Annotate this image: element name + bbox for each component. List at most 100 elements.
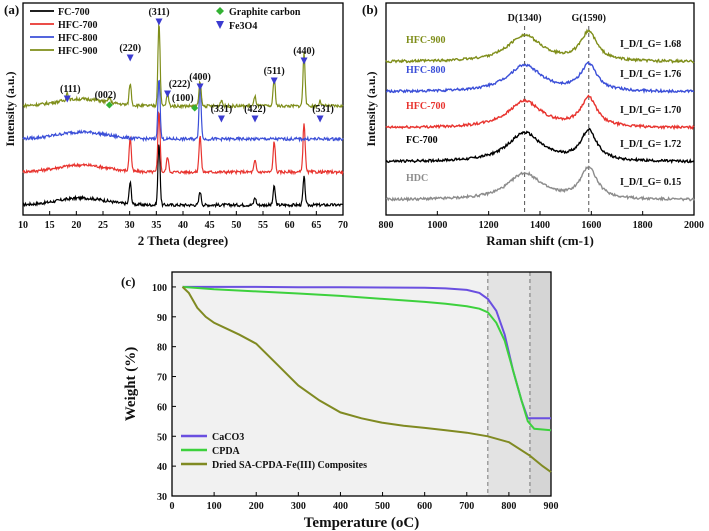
xrd-peak-label: (400) (189, 72, 211, 83)
tga-plot-frame (171, 271, 552, 497)
raman-ratio-label: I_D/I_G= 1.70 (620, 105, 681, 116)
raman-ratio-label: I_D/I_G= 1.72 (620, 139, 681, 150)
panel-c-label: (c) (121, 274, 135, 289)
raman-x-tick-label: 1200 (479, 220, 499, 231)
raman-x-axis-title: Raman shift (cm-1) (486, 233, 594, 248)
xrd-x-tick-label: 35 (151, 220, 161, 231)
xrd-series-line-hfc-900 (22, 23, 344, 110)
tga-y-tick-label: 60 (157, 402, 167, 413)
xrd-marker-legend-label: Graphite carbon (229, 7, 301, 18)
xrd-legend-label: HFC-900 (58, 46, 97, 57)
xrd-x-tick-label: 65 (311, 220, 321, 231)
raman-x-tick-label: 1800 (633, 220, 653, 231)
raman-series-label: HFC-800 (406, 65, 445, 76)
xrd-x-tick-label: 25 (98, 220, 108, 231)
tga-y-tick-label: 40 (157, 462, 167, 473)
xrd-x-axis-title: 2 Theta (degree) (138, 233, 229, 248)
tga-y-tick-label: 80 (157, 343, 167, 354)
raman-band-label: D(1340) (508, 13, 542, 24)
xrd-peak-label: (002) (95, 90, 117, 101)
panel-a-label: (a) (4, 2, 19, 17)
graphite-legend-icon (216, 7, 224, 15)
fe3o4-marker-icon (63, 95, 71, 103)
fe3o4-marker-icon (270, 77, 278, 85)
xrd-peak-label: (100) (172, 93, 194, 104)
tga-y-tick-label: 30 (157, 492, 167, 503)
xrd-peak-label: (311) (148, 7, 169, 18)
xrd-y-axis-title: Intensity (a.u.) (3, 71, 17, 146)
raman-ratio-label: I_D/I_G= 0.15 (620, 177, 681, 188)
raman-x-tick-label: 800 (379, 220, 394, 231)
xrd-x-tick-label: 30 (125, 220, 135, 231)
fe3o4-marker-icon (251, 115, 259, 123)
raman-series-label: HDC (406, 173, 428, 184)
tga-y-tick-label: 90 (157, 313, 167, 324)
raman-series-line-hfc-800 (385, 61, 695, 94)
tga-series-line-1 (182, 285, 552, 432)
tga-legend-label: CaCO3 (212, 432, 244, 443)
xrd-x-tick-label: 45 (205, 220, 215, 231)
fe3o4-marker-icon (155, 18, 163, 26)
tga-x-tick-label: 100 (207, 501, 222, 512)
raman-series-line-hfc-700 (385, 94, 695, 131)
tga-x-tick-label: 400 (333, 501, 348, 512)
tga-background-region (172, 272, 488, 496)
xrd-peak-label: (440) (293, 46, 315, 57)
xrd-x-tick-label: 10 (18, 220, 28, 231)
xrd-peak-label: (531) (312, 104, 334, 115)
raman-ratio-label: I_D/I_G= 1.68 (620, 39, 681, 50)
raman-ratio-label: I_D/I_G= 1.76 (620, 69, 681, 80)
tga-legend-label: Dried SA-CPDA-Fe(III) Composites (212, 460, 367, 471)
xrd-x-tick-label: 55 (258, 220, 268, 231)
xrd-x-tick-label: 70 (338, 220, 348, 231)
tga-x-tick-label: 900 (544, 501, 559, 512)
xrd-legend-label: HFC-700 (58, 20, 97, 31)
raman-series-label: FC-700 (406, 135, 438, 146)
xrd-series-line-hfc-800 (22, 79, 344, 143)
raman-series-line-hdc (385, 165, 695, 203)
raman-x-tick-label: 1600 (581, 220, 601, 231)
fe3o4-marker-icon (196, 83, 204, 91)
raman-band-label: G(1590) (572, 13, 606, 24)
xrd-x-tick-label: 20 (71, 220, 81, 231)
panel-b-label: (b) (362, 2, 378, 17)
tga-x-tick-label: 500 (375, 501, 390, 512)
tga-x-tick-label: 0 (170, 501, 175, 512)
raman-series-label: HFC-900 (406, 35, 445, 46)
xrd-peak-label: (511) (264, 66, 285, 77)
panel-a-xrd-chart: 10 15 20 25 30 35 40 45 50 55 60 65 70 2 Theta (degre… (3, 2, 348, 248)
graphite-marker-icon (105, 101, 113, 109)
xrd-x-tick-label: 50 (231, 220, 241, 231)
raman-series-label: HFC-700 (406, 101, 445, 112)
tga-x-tick-label: 800 (501, 501, 516, 512)
xrd-peak-label: (331) (211, 104, 233, 115)
xrd-x-tick-label: 40 (178, 220, 188, 231)
tga-x-tick-label: 300 (291, 501, 306, 512)
xrd-legend-label: FC-700 (58, 7, 90, 18)
raman-x-tick-label: 1400 (530, 220, 550, 231)
xrd-peak-label: (111) (60, 84, 81, 95)
tga-series-line-2 (181, 286, 552, 473)
tga-x-axis-title: Temperature (oC) (304, 515, 419, 531)
xrd-peak-label: (222) (169, 79, 191, 90)
xrd-series-line-fc-700 (22, 144, 344, 209)
panel-c-tga-chart: 0 100 200 300 400 500 600 700 800 900 30 40 50 60 70 80… (123, 271, 559, 531)
raman-x-tick-label: 1000 (427, 220, 447, 231)
xrd-series-line-hfc-700 (22, 110, 344, 176)
tga-x-tick-label: 700 (459, 501, 474, 512)
raman-y-axis-title: Intensity (a.u.) (364, 71, 378, 146)
fe3o4-marker-icon (126, 54, 134, 62)
tga-x-tick-label: 200 (249, 501, 264, 512)
tga-background-region (529, 272, 551, 496)
panel-b-raman-chart: 800 1000 1200 1400 1600 1800 2000 Raman shift (… (364, 2, 704, 248)
tga-x-tick-label: 600 (417, 501, 432, 512)
tga-y-tick-label: 100 (152, 283, 167, 294)
fe3o4-marker-icon (164, 90, 172, 98)
xrd-marker-legend-label: Fe3O4 (229, 21, 257, 32)
fe3o4-marker-icon (217, 115, 225, 123)
raman-series-line-fc-700 (385, 127, 695, 165)
xrd-legend-label: HFC-800 (58, 33, 97, 44)
tga-shaded-region (487, 272, 530, 496)
xrd-x-tick-label: 60 (285, 220, 295, 231)
